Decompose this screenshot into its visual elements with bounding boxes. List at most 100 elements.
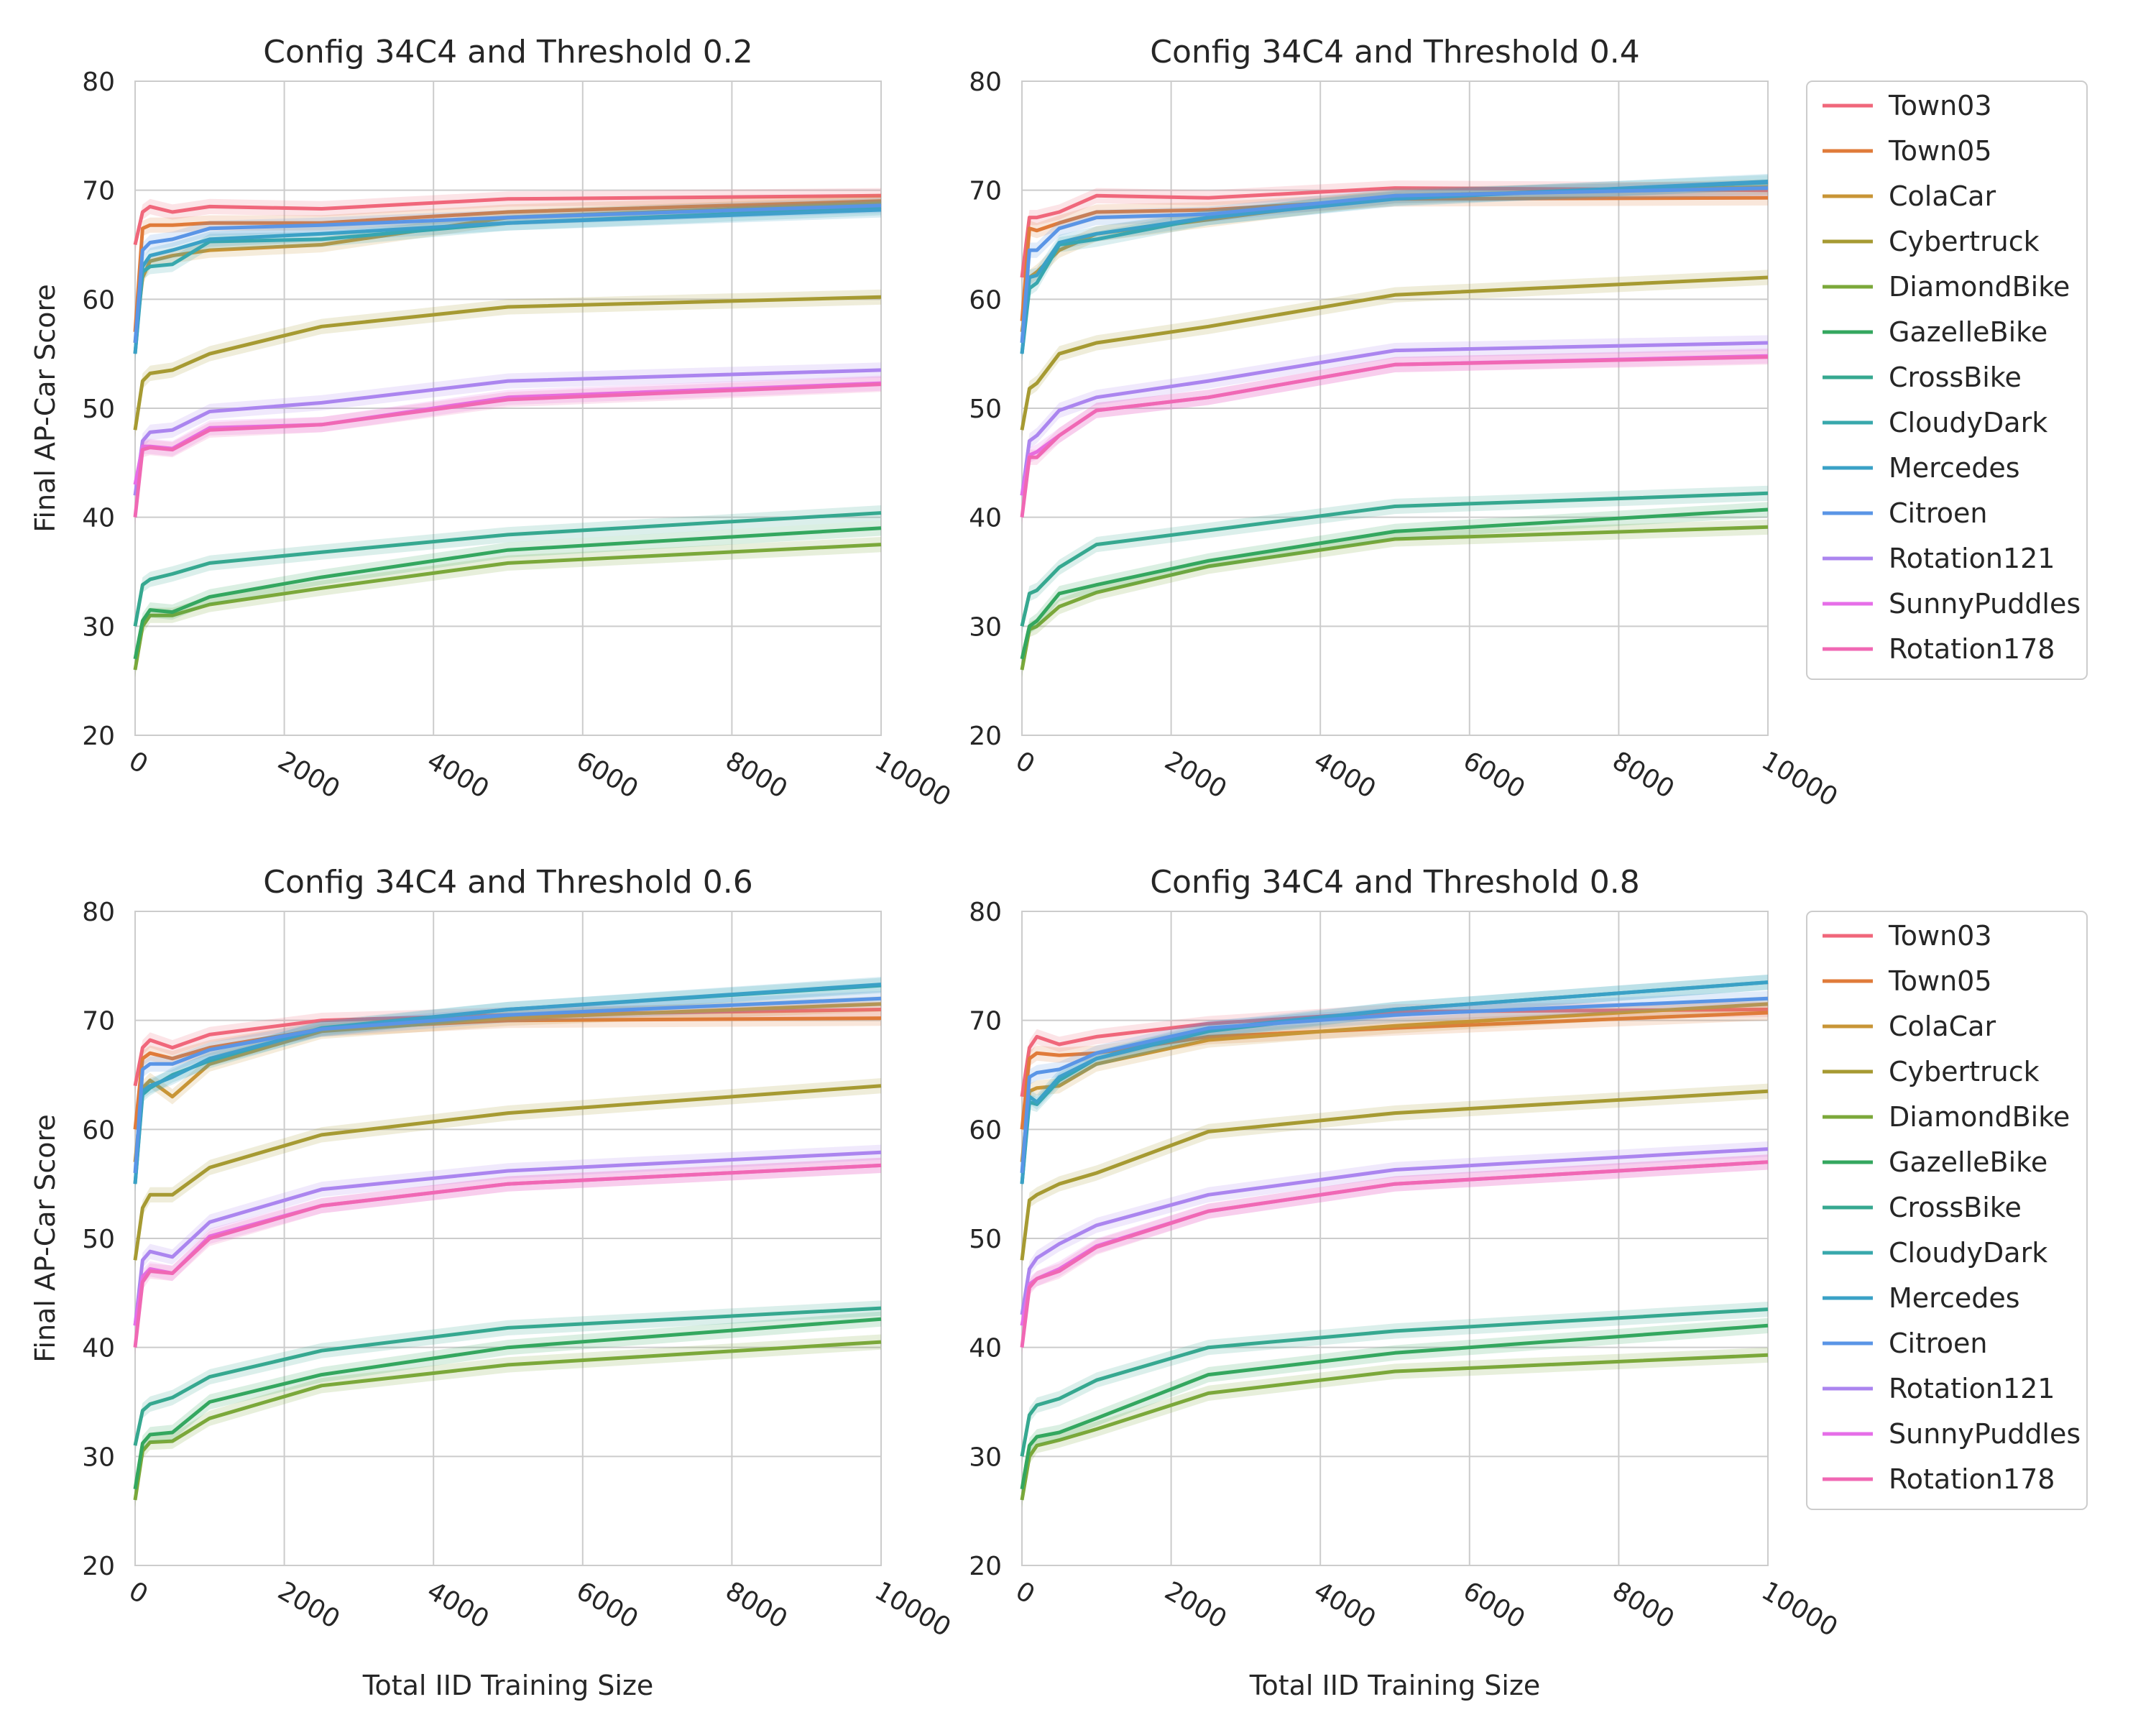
series-line-colacar	[133, 1002, 882, 1163]
series-line-rotation121	[1020, 341, 1769, 496]
y-tick-label: 50	[82, 1225, 115, 1254]
confidence-band-diamondbike	[1022, 1347, 1768, 1508]
x-tick-label: 8000	[720, 746, 792, 804]
y-tick-label: 70	[969, 1007, 1002, 1036]
series-line-cybertruck	[1020, 1089, 1769, 1261]
confidence-band-crossbike	[1022, 1302, 1768, 1464]
legend-label-sunnypuddles: SunnyPuddles	[1889, 588, 2081, 620]
y-tick-label: 20	[82, 1552, 115, 1581]
y-tick-label: 40	[969, 504, 1002, 533]
series-line-mercedes	[1020, 980, 1769, 1184]
confidence-band-rotation121	[135, 1144, 881, 1333]
x-tick-label: 6000	[571, 1576, 643, 1634]
y-tick-label: 70	[82, 1007, 115, 1036]
legend-label-town05: Town05	[1888, 135, 1992, 167]
confidence-band-rotation121	[1022, 1141, 1768, 1322]
legend-label-citroen: Citroen	[1889, 1328, 1988, 1359]
chart-panel-1: 20 30 40 50 60 70 80 0 2000 4000 6000 8000 10000 Conf…	[29, 34, 956, 813]
chart-panel-3: 20 30 40 50 60 70 80 0 2000 4000 6000 8000 10000 Conf…	[29, 864, 956, 1701]
series-line-cybertruck	[1020, 275, 1769, 431]
confidence-band-cybertruck	[1022, 270, 1768, 438]
y-tick-label: 60	[82, 1116, 115, 1145]
series-line-diamondbike	[1020, 1353, 1769, 1501]
series-line-rotation121	[1020, 1147, 1769, 1315]
legend-label-cloudydark: CloudyDark	[1889, 1237, 2047, 1269]
legend-box	[1806, 911, 2088, 1510]
confidence-band-town05	[135, 193, 881, 340]
confidence-band-sunnypuddles	[1022, 348, 1768, 503]
x-tick-label: 8000	[1607, 1576, 1679, 1634]
legend-label-colacar: ColaCar	[1889, 1011, 1996, 1042]
series-line-diamondbike	[133, 1340, 882, 1501]
x-tick-label: 2000	[273, 1576, 345, 1634]
confidence-band-colacar	[135, 996, 881, 1170]
confidence-band-cloudydark	[1022, 175, 1768, 362]
chart-title: Config 34C4 and Threshold 0.6	[263, 864, 752, 901]
x-tick-label: 8000	[1607, 746, 1679, 804]
legend-label-mercedes: Mercedes	[1889, 1282, 2020, 1314]
series-line-town03	[1020, 186, 1769, 278]
confidence-band-rotation121	[135, 362, 881, 503]
confidence-band-citroen	[135, 198, 881, 351]
x-tick-label: 0	[124, 746, 152, 780]
series-line-diamondbike	[1020, 525, 1769, 671]
x-tick-label: 10000	[1756, 746, 1843, 813]
x-tick-label: 10000	[870, 1576, 956, 1643]
series-line-gazellebike	[1020, 507, 1769, 660]
legend-label-rotation178: Rotation178	[1889, 1463, 2055, 1495]
y-tick-label: 50	[969, 1225, 1002, 1254]
x-tick-label: 4000	[422, 1576, 494, 1634]
y-tick-label: 80	[969, 898, 1002, 927]
x-axis-label: Total IID Training Size	[362, 1670, 654, 1701]
legend-label-rotation178: Rotation178	[1889, 633, 2055, 665]
y-tick-label: 40	[969, 1334, 1002, 1363]
series-line-mercedes	[1020, 180, 1769, 354]
y-tick-label: 80	[82, 898, 115, 927]
y-tick-label: 20	[82, 722, 115, 751]
confidence-band-crossbike	[1022, 485, 1768, 634]
legend-label-crossbike: CrossBike	[1889, 1192, 2022, 1223]
x-tick-label: 0	[124, 1576, 152, 1610]
confidence-band-diamondbike	[1022, 519, 1768, 678]
x-tick-label: 2000	[273, 746, 345, 804]
legend-box	[1806, 80, 2088, 680]
confidence-band-cloudydark	[135, 978, 881, 1192]
legend-label-sunnypuddles: SunnyPuddles	[1889, 1418, 2081, 1450]
legend-label-rotation121: Rotation121	[1889, 1373, 2055, 1404]
x-axis-label: Total IID Training Size	[1249, 1670, 1541, 1701]
chart-title: Config 34C4 and Threshold 0.2	[263, 34, 752, 70]
x-tick-label: 6000	[1458, 746, 1530, 804]
legend-label-gazellebike: GazelleBike	[1889, 1146, 2047, 1178]
chart-title: Config 34C4 and Threshold 0.8	[1150, 864, 1639, 901]
x-tick-label: 2000	[1160, 1576, 1232, 1634]
confidence-band-rotation121	[1022, 335, 1768, 503]
chart-panel-4: 20 30 40 50 60 70 80 0 2000 4000 6000 8000 10000 Conf…	[969, 864, 1843, 1701]
y-tick-label: 60	[969, 1116, 1002, 1145]
confidence-band-mercedes	[1022, 173, 1768, 362]
series-line-crossbike	[1020, 491, 1769, 627]
y-tick-label: 20	[969, 722, 1002, 751]
series-line-rotation178	[133, 1163, 882, 1348]
legend-label-diamondbike: DiamondBike	[1889, 1101, 2070, 1133]
x-tick-label: 4000	[1309, 1576, 1381, 1634]
series-line-crossbike	[133, 1306, 882, 1446]
y-tick-label: 50	[82, 395, 115, 424]
legend-label-town03: Town03	[1888, 90, 1992, 121]
confidence-band-rotation178	[135, 377, 881, 525]
series-line-rotation178	[1020, 355, 1769, 518]
confidence-band-town03	[135, 1001, 881, 1094]
series-line-rotation121	[133, 1150, 882, 1326]
confidence-band-diamondbike	[135, 537, 881, 678]
confidence-band-town05	[135, 1011, 881, 1137]
legend: Town03 Town05 ColaCar Cybertruck DiamondBike…	[1806, 911, 2088, 1510]
x-tick-label: 6000	[1458, 1576, 1530, 1634]
series-line-gazellebike	[1020, 1323, 1769, 1490]
y-tick-label: 70	[969, 177, 1002, 206]
chart-panel-2: 20 30 40 50 60 70 80 0 2000 4000 6000 8000 10000 Conf…	[969, 34, 1843, 813]
y-tick-label: 60	[969, 285, 1002, 315]
series-line-crossbike	[1020, 1307, 1769, 1457]
confidence-band-gazellebike	[1022, 502, 1768, 667]
y-tick-label: 50	[969, 395, 1002, 424]
x-tick-label: 10000	[870, 746, 956, 813]
